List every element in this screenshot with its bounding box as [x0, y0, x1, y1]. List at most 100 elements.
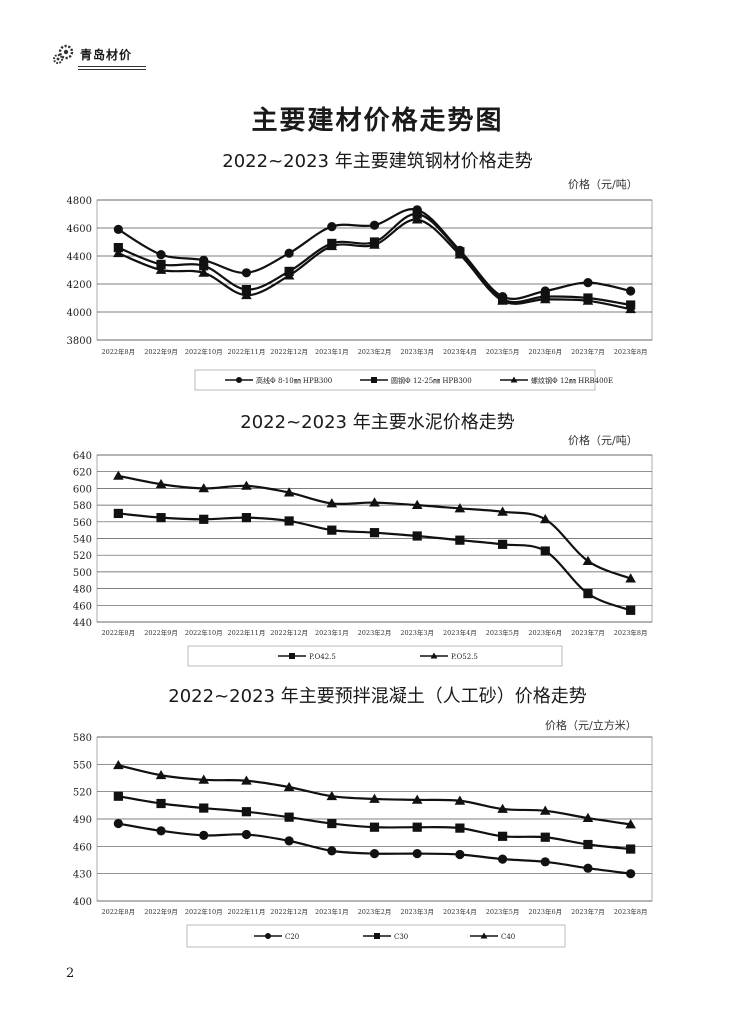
data-point	[327, 846, 337, 856]
data-point	[113, 470, 124, 480]
chart-2: 400 430 460 490 520 550 580 2022年8月 2022年9月 2022年…	[73, 733, 653, 948]
data-point	[454, 503, 466, 513]
data-point	[113, 818, 123, 829]
x-tick-label: 2023年4月	[443, 907, 477, 916]
data-point	[412, 209, 422, 219]
gear-icon	[53, 44, 74, 64]
y-tick-label: 4800	[67, 196, 92, 207]
data-point	[625, 303, 636, 314]
data-point	[497, 803, 508, 813]
data-point	[326, 240, 338, 251]
data-point	[369, 220, 380, 230]
x-tick-label: 2022年8月	[102, 907, 136, 916]
data-point	[369, 239, 380, 249]
y-tick-label: 4600	[67, 224, 92, 235]
data-point	[113, 224, 123, 234]
x-tick-label: 2022年11月	[228, 628, 266, 637]
data-point	[283, 270, 295, 280]
data-point	[497, 539, 508, 549]
data-point	[412, 822, 422, 832]
header-rule	[78, 66, 146, 67]
data-point	[156, 513, 166, 523]
data-point	[369, 822, 380, 832]
chart-title-cement: 2022~2023 年主要水泥价格走势	[240, 412, 515, 433]
data-point	[582, 555, 594, 565]
y-tick-label: 4400	[67, 252, 92, 263]
data-point	[199, 830, 209, 841]
y-tick-label: 500	[73, 568, 92, 579]
y-tick-label: 490	[73, 815, 92, 826]
data-point	[369, 497, 380, 507]
data-point	[241, 285, 252, 295]
data-point	[497, 831, 508, 841]
brand-name: 青岛材价	[80, 48, 133, 62]
y-tick-label: 4000	[67, 308, 92, 319]
x-tick-label: 2022年12月	[270, 907, 308, 916]
data-point	[113, 759, 124, 770]
x-tick-label: 2022年12月	[270, 628, 308, 637]
series-line	[118, 512, 632, 612]
x-tick-label: 2023年1月	[315, 907, 349, 916]
data-point	[625, 819, 636, 829]
x-tick-label: 2022年10月	[185, 628, 223, 637]
legend-entry: 圆钢Φ 12-25㎜ HPB300	[391, 376, 472, 385]
y-tick-label: 4200	[67, 280, 92, 291]
data-point	[283, 487, 295, 497]
x-tick-label: 2022年10月	[185, 907, 223, 916]
data-point	[539, 294, 551, 304]
data-point	[113, 508, 123, 519]
data-point	[582, 812, 594, 822]
data-point	[626, 869, 636, 879]
data-point	[539, 514, 551, 524]
x-tick-label: 2022年11月	[228, 907, 266, 916]
y-tick-label: 620	[73, 468, 92, 479]
data-point	[497, 854, 508, 864]
x-tick-label: 2023年4月	[443, 347, 477, 356]
data-point	[199, 803, 209, 813]
data-point	[156, 250, 166, 260]
x-tick-label: 2023年6月	[528, 347, 562, 356]
data-point	[583, 278, 593, 288]
legend-entry: C40	[501, 933, 515, 941]
data-point	[540, 832, 550, 842]
data-point	[284, 248, 294, 258]
data-point	[327, 525, 337, 535]
data-point	[583, 589, 593, 599]
data-point	[326, 790, 338, 801]
chart-title-concrete: 2022~2023 年主要预拌混凝土（人工砂）价格走势	[168, 686, 587, 707]
page-number: 2	[66, 966, 75, 981]
data-point	[411, 214, 423, 224]
data-point	[455, 823, 465, 833]
y-tick-label: 460	[73, 842, 92, 853]
y-tick-label: 400	[73, 897, 92, 908]
y-tick-label: 540	[73, 535, 92, 546]
page-title: 主要建材价格走势图	[251, 106, 504, 136]
legend-marker	[289, 653, 295, 659]
header: 青岛材价	[52, 40, 152, 72]
header-rule	[78, 69, 146, 70]
x-tick-label: 2023年7月	[571, 907, 605, 916]
x-tick-label: 2023年5月	[486, 628, 520, 637]
x-tick-label: 2022年9月	[144, 628, 178, 637]
x-tick-label: 2023年3月	[400, 347, 434, 356]
x-tick-label: 2022年12月	[270, 347, 308, 356]
data-point	[626, 844, 636, 854]
data-point	[454, 795, 466, 805]
legend-marker	[480, 932, 488, 939]
data-point	[155, 769, 167, 780]
data-point	[156, 798, 166, 809]
data-point	[583, 863, 593, 873]
x-tick-label: 2023年5月	[486, 347, 520, 356]
data-point	[412, 849, 422, 859]
data-point	[199, 514, 209, 524]
data-point	[241, 480, 252, 490]
data-point	[497, 295, 508, 305]
chart-title-steel: 2022~2023 年主要建筑钢材价格走势	[222, 151, 533, 172]
legend-entry: 高线Φ 8-10㎜ HPB300	[256, 376, 332, 385]
data-point	[540, 546, 550, 556]
x-tick-label: 2023年8月	[614, 907, 648, 916]
data-point	[284, 836, 294, 846]
legend-marker	[371, 377, 377, 383]
x-tick-label: 2023年6月	[528, 628, 562, 637]
y-tick-label: 460	[73, 601, 92, 612]
